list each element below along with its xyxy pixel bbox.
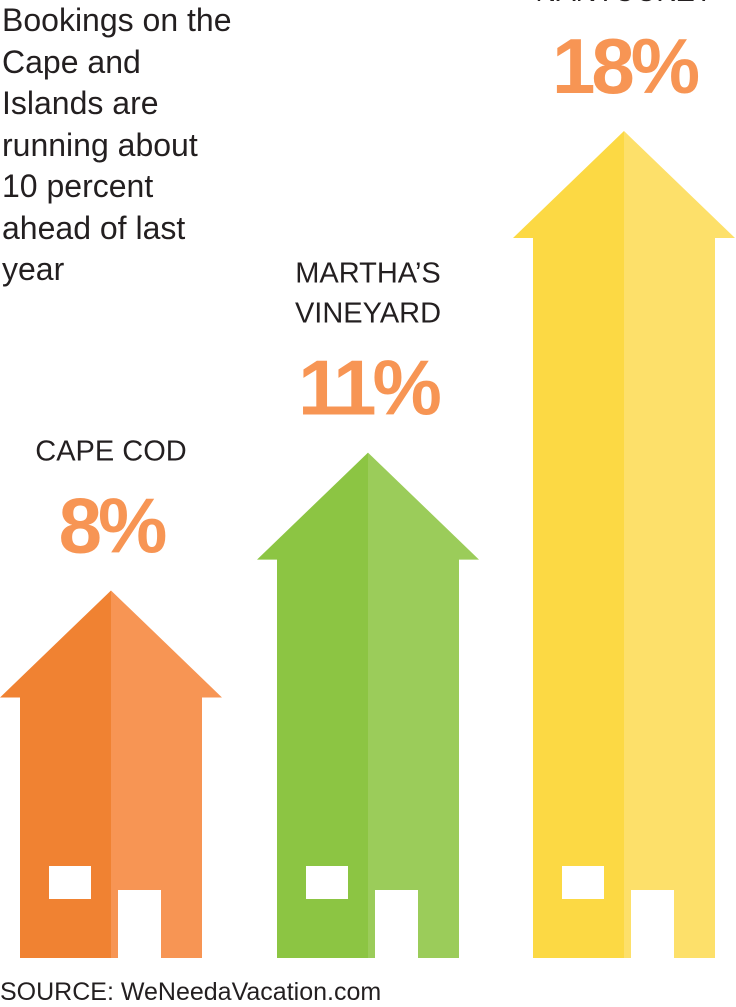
value-label-nantucket: 18% xyxy=(552,22,699,110)
door-nantucket xyxy=(631,890,674,958)
house-bar-right-nantucket xyxy=(624,131,735,958)
category-label-cape-cod: CAPE COD xyxy=(35,435,186,467)
house-bar-right-cape-cod xyxy=(111,590,222,958)
window-martha-s-vineyard xyxy=(306,866,348,899)
value-label-cape-cod: 8% xyxy=(59,481,166,569)
category-label-martha-s-vineyard-line-1: MARTHA’S xyxy=(295,258,441,290)
door-cape-cod xyxy=(118,890,161,958)
category-label-martha-s-vineyard-line-2: VINEYARD xyxy=(295,298,441,330)
source-note: SOURCE: WeNeedaVacation.com xyxy=(0,978,382,1006)
window-nantucket xyxy=(562,866,604,899)
door-martha-s-vineyard xyxy=(375,890,418,958)
house-bar-left-cape-cod xyxy=(0,590,111,958)
house-bar-left-martha-s-vineyard xyxy=(257,452,368,958)
value-label-martha-s-vineyard: 11% xyxy=(298,344,440,432)
window-cape-cod xyxy=(49,866,91,899)
house-bar-right-martha-s-vineyard xyxy=(368,452,479,958)
headline: Bookings on the Cape and Islands are run… xyxy=(2,2,232,287)
category-label-nantucket: NANTUCKET xyxy=(535,0,713,8)
house-bar-left-nantucket xyxy=(513,131,624,958)
